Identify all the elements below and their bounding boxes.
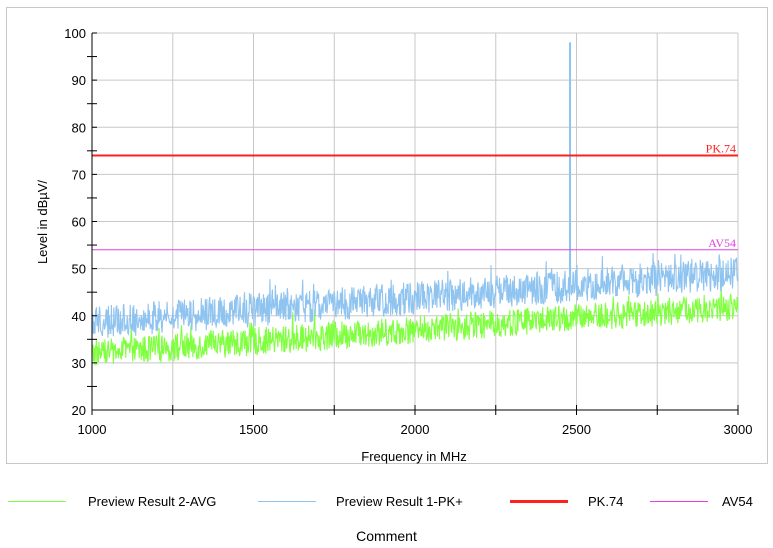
legend-swatch-pk (258, 500, 316, 502)
legend-swatch-avg (8, 500, 66, 502)
x-tick-label: 1500 (239, 422, 268, 437)
limit-label-2: PK.74 (706, 142, 736, 156)
y-tick-label: 60 (72, 215, 86, 230)
x-tick-label: 1000 (78, 422, 107, 437)
legend-item-av54: AV54 (650, 486, 753, 516)
limit-lines: PK.74 AV54 (92, 142, 738, 251)
legend: Preview Result 2-AVG Preview Result 1-PK… (0, 486, 773, 516)
legend-label-pk74: PK.74 (588, 493, 624, 509)
chart-plot: PK.74 AV54 20 30 40 50 60 70 80 90 100 1000 1500 200… (35, 26, 752, 464)
y-tick-label: 20 (72, 403, 86, 418)
axes: 20 30 40 50 60 70 80 90 100 1000 1500 2000 2500 3000 (64, 26, 752, 437)
x-tick-label: 2000 (401, 422, 430, 437)
y-tick-label: 90 (72, 73, 86, 88)
x-axis-title: Frequency in MHz (361, 449, 466, 464)
x-tick-label: 3000 (724, 422, 753, 437)
limit-label-3: AV54 (708, 236, 736, 250)
legend-item-avg: Preview Result 2-AVG (8, 486, 216, 516)
legend-item-pk: Preview Result 1-PK+ (258, 486, 463, 516)
chart-frame (6, 7, 768, 464)
legend-label-pk: Preview Result 1-PK+ (336, 493, 463, 509)
legend-item-pk74: PK.74 (510, 486, 623, 516)
y-tick-label: 70 (72, 167, 86, 182)
y-axis-title: Level in dBµV/ (35, 180, 50, 264)
y-tick-label: 50 (72, 262, 86, 277)
series-layer (91, 42, 739, 366)
legend-label-avg: Preview Result 2-AVG (88, 493, 217, 509)
series-line-pk (91, 42, 739, 339)
y-tick-label: 40 (72, 309, 86, 324)
legend-swatch-av54 (650, 500, 708, 502)
legend-label-av54: AV54 (722, 493, 753, 509)
comment-text: Comment (356, 528, 417, 544)
y-tick-label: 30 (72, 356, 86, 371)
y-tick-label: 80 (72, 120, 86, 135)
legend-swatch-pk74 (510, 499, 568, 503)
y-tick-label: 100 (64, 26, 86, 41)
series-line-avg (91, 284, 739, 366)
x-tick-label: 2500 (562, 422, 591, 437)
